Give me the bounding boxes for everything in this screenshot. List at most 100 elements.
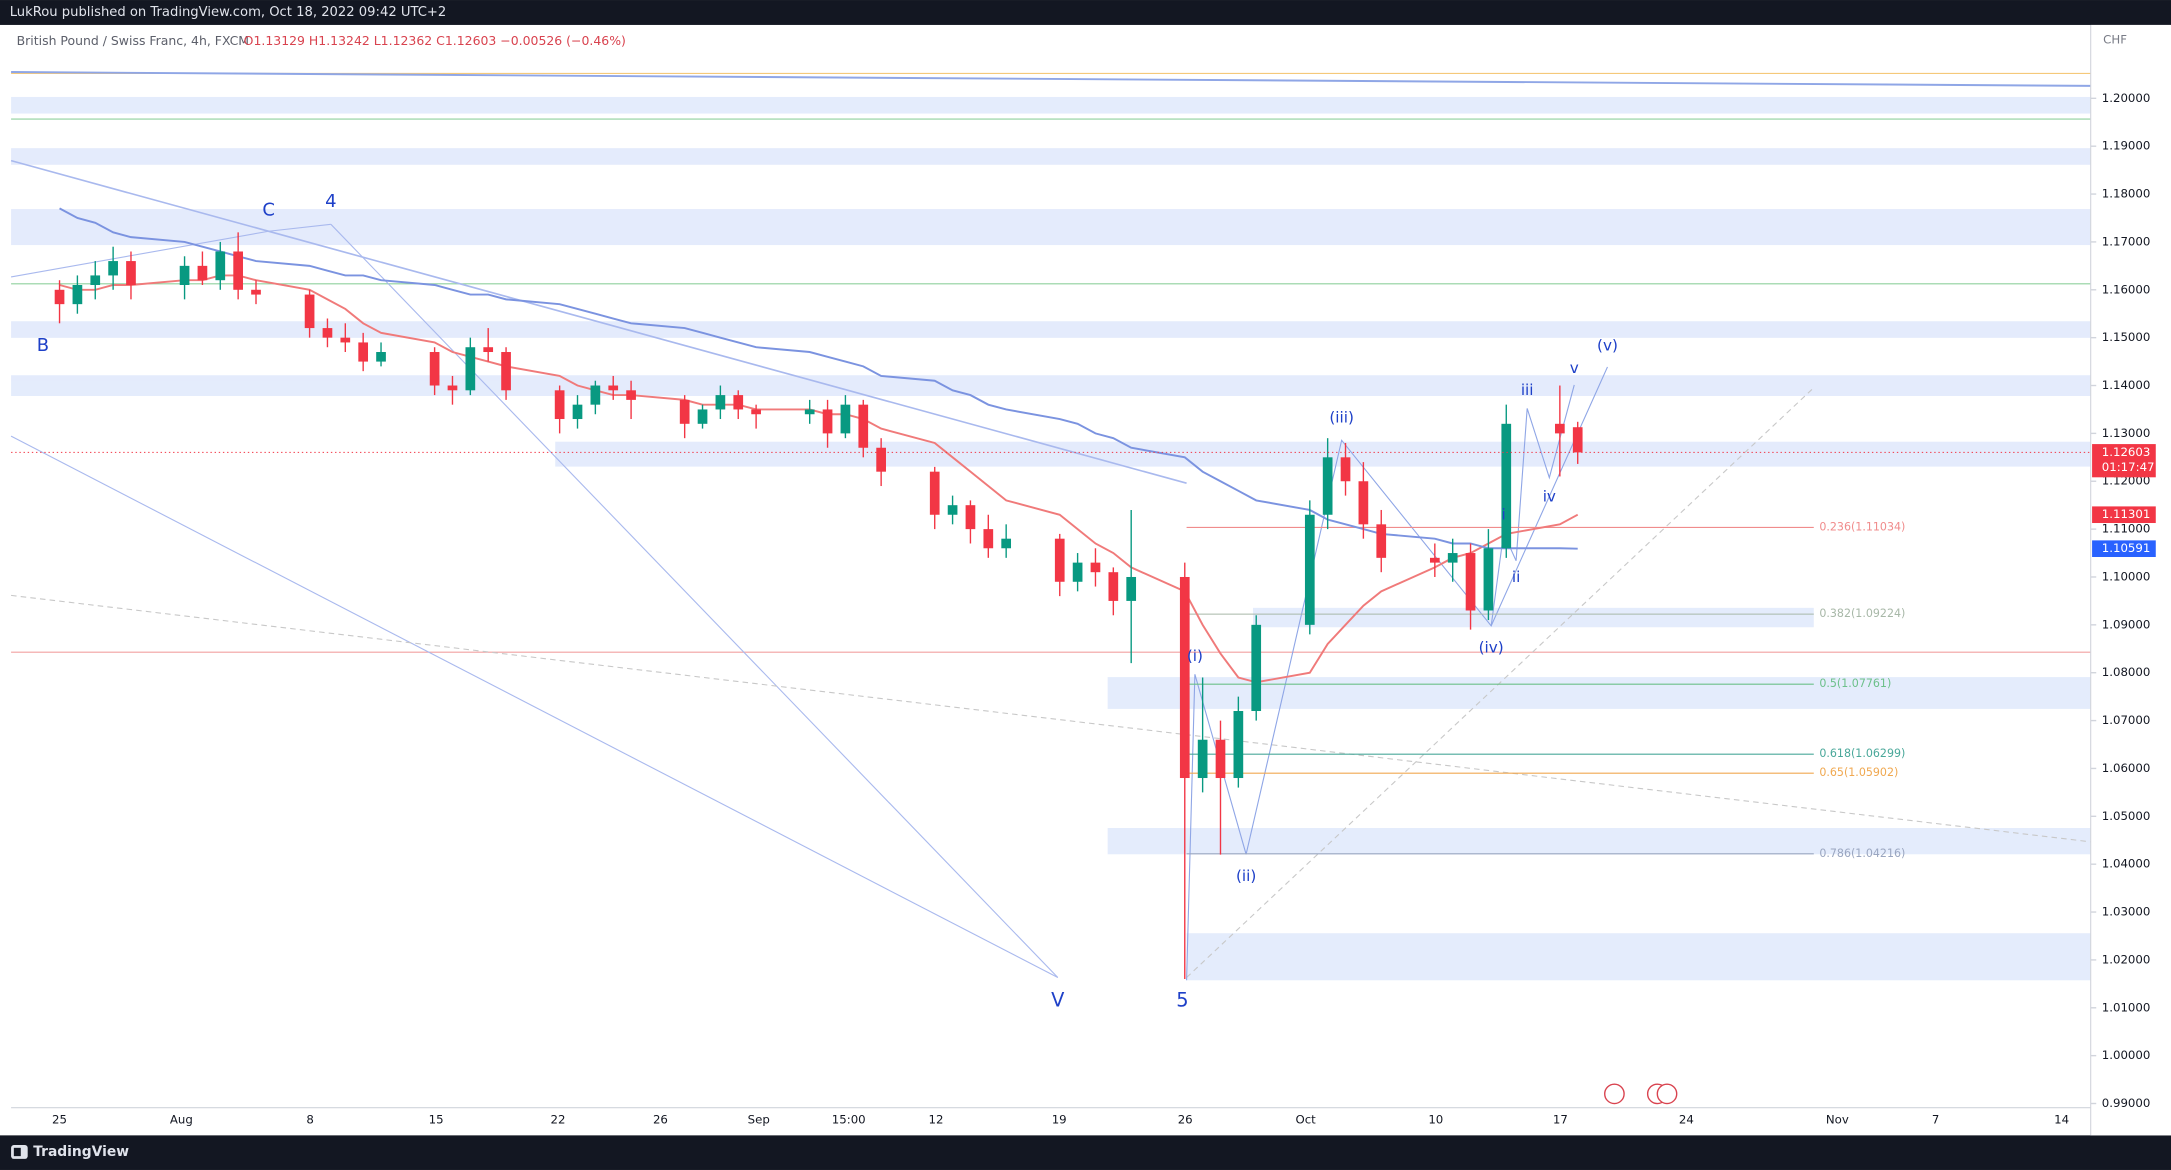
author-line: LukRou published on TradingView.com, Oct… bbox=[10, 5, 447, 20]
candle-body bbox=[1108, 572, 1119, 601]
candle-body bbox=[1197, 739, 1208, 779]
candle-body bbox=[1001, 538, 1012, 549]
candle-body bbox=[858, 404, 869, 448]
candle-body bbox=[876, 447, 886, 472]
y-tick-label: 1.00000 bbox=[2102, 1048, 2151, 1062]
candle-body bbox=[1215, 739, 1226, 779]
price-tag-label: 1.12603 bbox=[2102, 445, 2151, 459]
fib-label: 0.65(1.05902) bbox=[1819, 766, 1898, 779]
candle-body bbox=[929, 471, 940, 515]
ma-tag bbox=[2092, 540, 2156, 558]
top-bar bbox=[0, 0, 2171, 25]
candle-body bbox=[554, 390, 565, 420]
brand: TradingView bbox=[33, 1144, 129, 1160]
wave-label: v bbox=[1570, 359, 1579, 377]
x-tick-label: 12 bbox=[928, 1113, 943, 1127]
y-tick-label: 1.03000 bbox=[2102, 905, 2151, 919]
candle-body bbox=[626, 390, 636, 400]
event-icons bbox=[1604, 1083, 1678, 1105]
y-tick-label: 1.09000 bbox=[2102, 617, 2151, 631]
candle-body bbox=[572, 404, 583, 420]
candle-body bbox=[376, 352, 386, 362]
candle-body bbox=[1483, 548, 1494, 611]
candle-body bbox=[1126, 576, 1137, 601]
x-tick-label: 22 bbox=[551, 1113, 566, 1127]
wave-label: iii bbox=[1521, 381, 1534, 399]
candle-body bbox=[590, 385, 601, 405]
drawings bbox=[10, 71, 2091, 981]
x-tick-label: 10 bbox=[1428, 1113, 1443, 1127]
y-tick-label: 1.02000 bbox=[2102, 952, 2151, 966]
y-tick-label: 1.20000 bbox=[2102, 91, 2151, 105]
brand-logo bbox=[11, 1145, 28, 1159]
candle-body bbox=[947, 505, 958, 515]
candle-body bbox=[179, 265, 190, 285]
wave-label: 4 bbox=[325, 191, 336, 212]
x-tick-label: 24 bbox=[1679, 1113, 1694, 1127]
countdown: 01:17:47 bbox=[2102, 460, 2155, 474]
x-tick-label: 19 bbox=[1052, 1113, 1067, 1127]
ohlc: O1.13129 H1.13242 L1.12362 C1.12603 −0.0… bbox=[244, 33, 626, 48]
candle-body bbox=[197, 265, 208, 281]
wave-label: C bbox=[262, 199, 275, 220]
candle-body bbox=[1304, 514, 1315, 625]
wave-label: (i) bbox=[1187, 647, 1203, 665]
symbol: British Pound / Swiss Franc, 4h, FXCM bbox=[17, 33, 249, 48]
candle-body bbox=[715, 395, 726, 410]
x-tick-label: 26 bbox=[1178, 1113, 1193, 1127]
y-tick-label: 1.15000 bbox=[2102, 330, 2151, 344]
candle-body bbox=[1358, 481, 1369, 525]
x-tick-label: 25 bbox=[52, 1113, 67, 1127]
y-tick-label: 1.11000 bbox=[2102, 522, 2151, 536]
candle-body bbox=[465, 347, 476, 391]
fib-label: 0.786(1.04216) bbox=[1819, 847, 1905, 860]
x-tick-label: 8 bbox=[306, 1113, 313, 1127]
candle-body bbox=[1090, 562, 1101, 573]
candle-body bbox=[215, 251, 226, 281]
y-tick-label: 1.18000 bbox=[2102, 187, 2151, 201]
wave-label: (iii) bbox=[1329, 409, 1354, 427]
candle-body bbox=[1465, 553, 1476, 611]
candle-body bbox=[304, 294, 315, 329]
candle-body bbox=[322, 328, 333, 338]
moving-average bbox=[59, 274, 1579, 684]
candle-body bbox=[1572, 427, 1583, 453]
fib-label: 0.382(1.09224) bbox=[1819, 607, 1905, 620]
y-tick-label: 1.08000 bbox=[2102, 665, 2151, 679]
candle-body bbox=[751, 409, 761, 415]
candle-body bbox=[447, 385, 458, 391]
ma-tag bbox=[2092, 506, 2156, 524]
y-tick-label: 1.14000 bbox=[2102, 378, 2151, 392]
wave-label: i bbox=[1502, 506, 1506, 524]
moving-average bbox=[59, 207, 1578, 550]
candle-body bbox=[126, 261, 136, 285]
fib-label: 0.5(1.07761) bbox=[1819, 677, 1891, 690]
candle-body bbox=[251, 289, 261, 295]
x-tick-label: 7 bbox=[1932, 1113, 1939, 1127]
candle-body bbox=[965, 505, 976, 530]
wave-label: (v) bbox=[1597, 337, 1618, 355]
candle-body bbox=[1054, 538, 1065, 582]
candle-body bbox=[733, 395, 744, 410]
wave-label: 5 bbox=[1176, 989, 1188, 1012]
x-tick-label: Sep bbox=[748, 1113, 770, 1127]
candle-body bbox=[1251, 624, 1262, 712]
wave-label: (ii) bbox=[1236, 867, 1256, 885]
candle-body bbox=[822, 409, 833, 434]
currency: CHF bbox=[2103, 33, 2127, 47]
candle-body bbox=[501, 352, 511, 391]
x-tick-label: 15 bbox=[429, 1113, 444, 1127]
ma-tag-label: 1.11301 bbox=[2102, 507, 2151, 521]
wave-label: V bbox=[1051, 989, 1065, 1012]
zones bbox=[11, 96, 2091, 981]
candle-body bbox=[483, 347, 494, 353]
candle-body bbox=[429, 352, 440, 386]
candle-body bbox=[1555, 423, 1565, 434]
bottom-bar bbox=[0, 1135, 2171, 1170]
candle-body bbox=[1376, 524, 1387, 558]
candle-body bbox=[1072, 562, 1083, 582]
candle-body bbox=[804, 409, 815, 415]
x-tick-label: Aug bbox=[170, 1113, 193, 1127]
